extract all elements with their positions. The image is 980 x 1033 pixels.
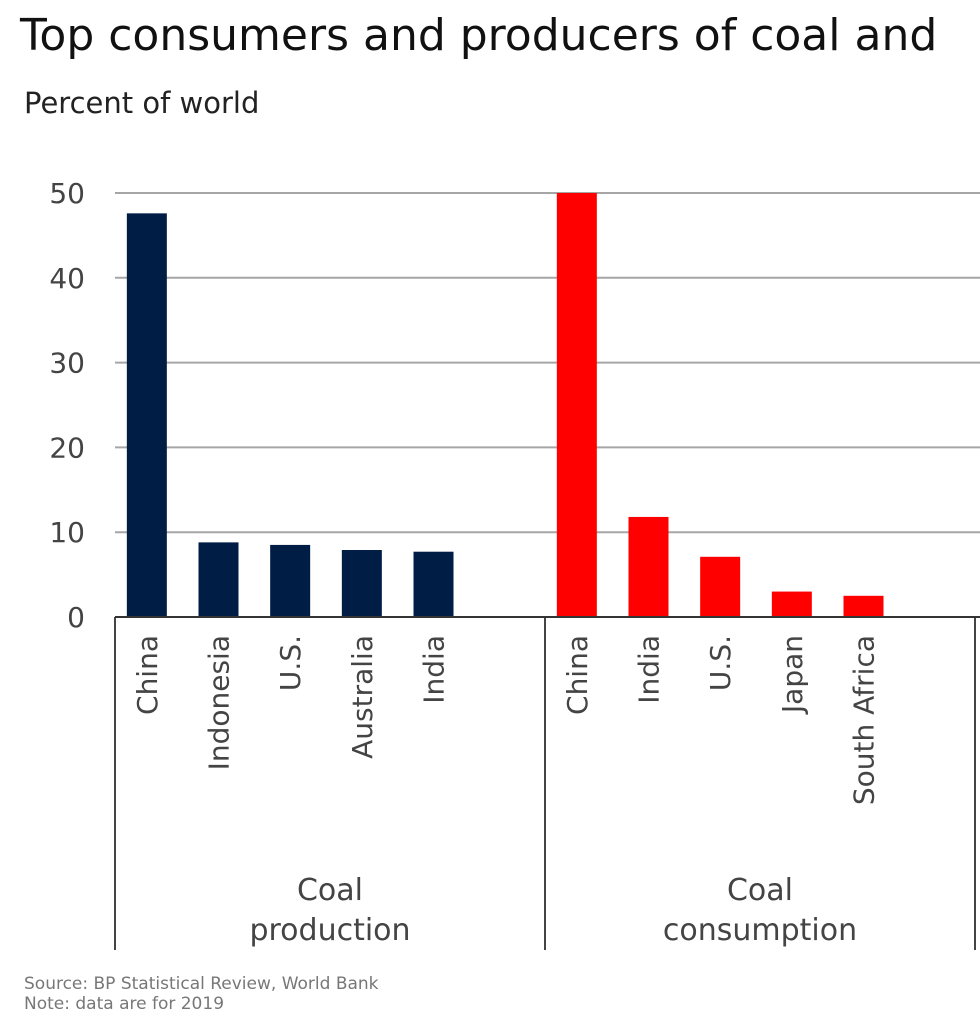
x-tick-label: Japan: [776, 635, 809, 715]
x-tick-label: U.S.: [274, 635, 307, 691]
bar-u-s-: [270, 544, 311, 617]
y-tick-label: 10: [49, 516, 85, 549]
y-tick-label: 20: [49, 431, 85, 464]
chart-footer: Source: BP Statistical Review, World Ban…: [24, 974, 379, 1014]
group-label: consumption: [663, 913, 857, 948]
x-tick-label: India: [633, 635, 666, 704]
group-label: production: [249, 913, 410, 948]
bar-japan: [771, 591, 812, 617]
chart-subtitle: Percent of world: [24, 86, 260, 120]
data-note: Note: data are for 2019: [24, 994, 225, 1014]
x-tick-label: China: [561, 635, 594, 715]
x-tick-label: U.S.: [704, 635, 737, 691]
bar-china: [556, 193, 597, 617]
source-note: Source: BP Statistical Review, World Ban…: [24, 974, 379, 994]
bar-india: [413, 551, 454, 617]
y-tick-label: 50: [49, 177, 85, 210]
y-tick-label: 0: [67, 601, 85, 634]
chart-title: Top consumers and producers of coal and: [20, 10, 938, 61]
x-tick-label: South Africa: [848, 635, 881, 805]
y-tick-label: 40: [49, 262, 85, 295]
x-tick-label: Indonesia: [203, 635, 236, 770]
bar-australia: [341, 550, 382, 617]
x-tick-label: China: [131, 635, 164, 715]
bar-china: [126, 213, 167, 618]
y-tick-label: 30: [49, 347, 85, 380]
x-tick-label: Australia: [346, 635, 379, 759]
x-tick-label: India: [418, 635, 451, 704]
bar-indonesia: [198, 542, 239, 617]
group-label: Coal: [297, 873, 363, 908]
group-label: Coal: [727, 873, 793, 908]
bar-u-s-: [700, 556, 741, 617]
bar-india: [628, 516, 669, 617]
bar-south-africa: [843, 595, 884, 617]
